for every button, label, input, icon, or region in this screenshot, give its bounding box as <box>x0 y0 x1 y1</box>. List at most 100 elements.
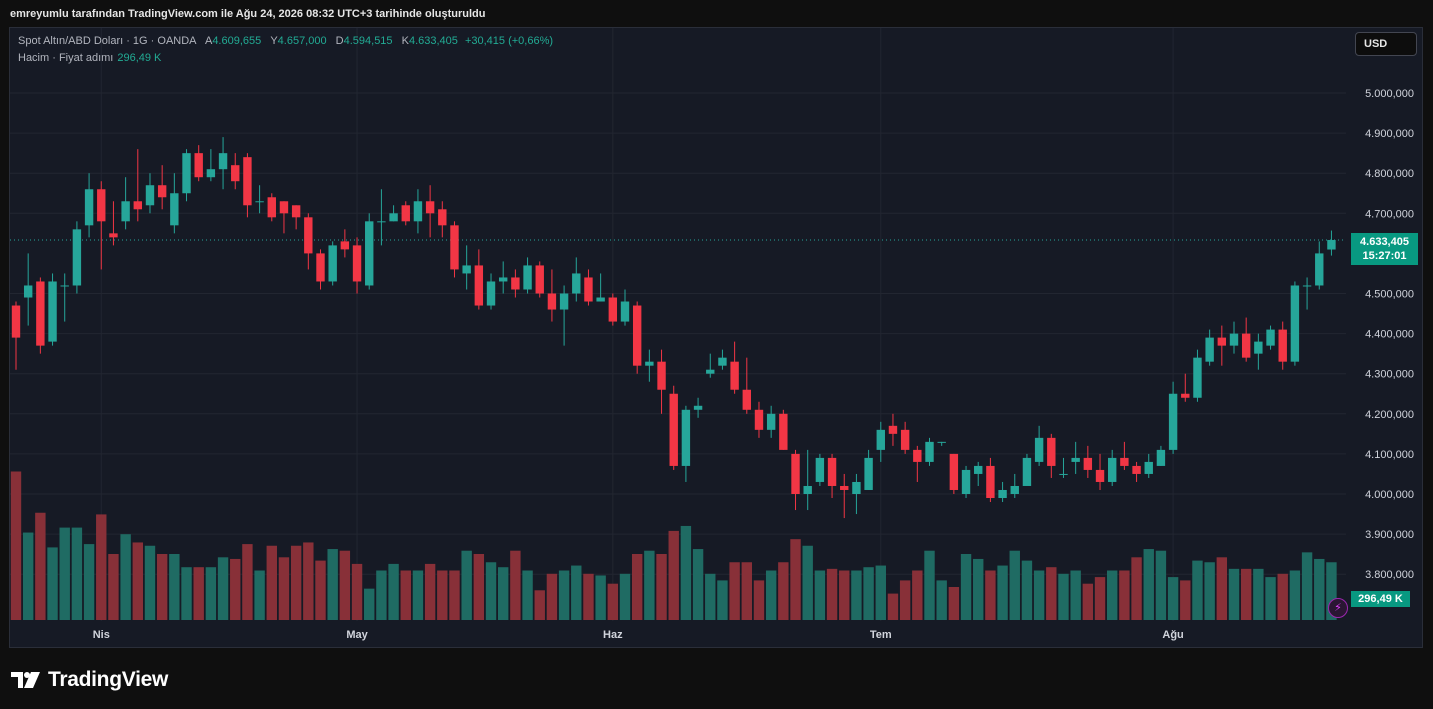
volume-bar <box>1277 573 1288 620</box>
candle-body <box>1193 357 1202 398</box>
candle-body <box>401 205 410 222</box>
candle-body <box>1254 341 1263 354</box>
candle-body <box>1217 337 1227 346</box>
x-axis-label: Haz <box>603 629 623 641</box>
volume-bar <box>741 562 752 620</box>
candle-body <box>827 457 837 486</box>
volume-bar <box>534 590 545 620</box>
volume-bar <box>1082 583 1094 620</box>
volume-bar <box>863 567 874 620</box>
volume-bar <box>108 554 119 620</box>
volume-bar <box>558 570 570 620</box>
volume-bar <box>1204 562 1215 620</box>
volume-bar <box>619 573 631 620</box>
candle-body <box>681 409 691 466</box>
volume-bar <box>668 530 679 620</box>
candle-body <box>1278 329 1287 362</box>
candle-body <box>1168 393 1178 450</box>
volume-bar <box>948 587 960 620</box>
volume-bar <box>120 534 131 620</box>
volume-bar <box>35 512 46 620</box>
change-value: +30,415 (+0,66%) <box>464 35 554 47</box>
volume-bar <box>1326 562 1337 620</box>
volume-bar <box>960 554 972 620</box>
volume-bar <box>1094 577 1106 620</box>
volume-bar <box>753 580 765 620</box>
volume-bar <box>1119 570 1130 620</box>
x-axis-label: Ağu <box>1162 629 1183 641</box>
candle-body <box>559 293 569 310</box>
volume-bar <box>1046 567 1057 620</box>
candle-body <box>730 361 739 390</box>
volume-bar <box>729 562 740 620</box>
lightning-bolt-icon[interactable]: ⚡ <box>1328 598 1348 618</box>
candle-body <box>1205 337 1214 362</box>
candle-body <box>1241 333 1251 358</box>
volume-bar <box>595 575 606 620</box>
open-value: 4.609,655 <box>212 35 262 47</box>
close-key: K <box>401 35 409 47</box>
y-axis-label: 3.800,000 <box>1365 569 1414 581</box>
candle-body <box>1290 285 1300 362</box>
y-axis-label: 4.700,000 <box>1365 208 1414 220</box>
chart-caption: emreyumlu tarafından TradingView.com ile… <box>10 8 486 20</box>
candle-body <box>352 245 362 282</box>
candle-body <box>840 485 849 490</box>
volume-bar <box>437 570 448 620</box>
candle-body <box>377 221 386 223</box>
candle-body <box>645 361 654 366</box>
volume-bar <box>1265 577 1276 620</box>
symbol-label[interactable]: Spot Altın/ABD Doları · 1G · OANDA <box>18 35 196 47</box>
candle-body <box>97 189 106 222</box>
candle-body <box>803 485 812 494</box>
volume-bar <box>290 545 302 620</box>
tradingview-logo[interactable]: TradingView <box>11 668 168 692</box>
volume-bar <box>1131 557 1142 620</box>
volume-bar <box>510 550 521 620</box>
high-value: 4.657,000 <box>277 35 327 47</box>
candle-body <box>657 361 666 390</box>
candle-body <box>900 429 910 450</box>
volume-bar <box>997 565 1008 620</box>
volume-bar <box>156 554 168 620</box>
candle-body <box>547 293 557 310</box>
volume-bar <box>71 527 83 620</box>
low-key: D <box>335 35 344 47</box>
candle-body <box>450 225 459 270</box>
volume-bar <box>278 557 290 620</box>
candle-body <box>365 221 374 286</box>
candle-body <box>243 157 252 206</box>
volume-bar <box>498 567 509 620</box>
candle-body <box>925 441 934 462</box>
volume-bar <box>315 560 326 620</box>
volume-bar <box>254 570 265 620</box>
volume-bar <box>583 573 594 620</box>
volume-bar <box>522 570 533 620</box>
volume-bar <box>680 525 692 620</box>
volume-bar <box>644 550 655 620</box>
candle-body <box>718 357 727 366</box>
volume-label[interactable]: Hacim · Fiyat adımı <box>18 52 114 64</box>
candle-body <box>620 301 630 322</box>
candle-body <box>157 185 167 198</box>
volume-bar <box>22 532 34 620</box>
candle-body <box>72 229 82 286</box>
volume-bar <box>924 550 935 620</box>
y-axis-label: 4.300,000 <box>1365 369 1414 381</box>
open-key: A <box>204 35 213 47</box>
volume-bar <box>899 580 911 620</box>
volume-bar <box>1289 570 1301 620</box>
candle-body <box>1120 457 1129 466</box>
candle-body <box>438 209 447 226</box>
volume-bar <box>83 544 95 620</box>
volume-bar <box>424 563 436 620</box>
y-axis-label: 4.500,000 <box>1365 289 1414 301</box>
currency-button[interactable]: USD <box>1355 32 1417 56</box>
volume-bar <box>1021 560 1033 620</box>
candle-body <box>48 281 57 342</box>
y-axis-label: 4.200,000 <box>1365 409 1414 421</box>
volume-value: 296,49 K <box>117 52 162 64</box>
candle-body <box>182 153 191 194</box>
volume-bar <box>205 567 217 620</box>
